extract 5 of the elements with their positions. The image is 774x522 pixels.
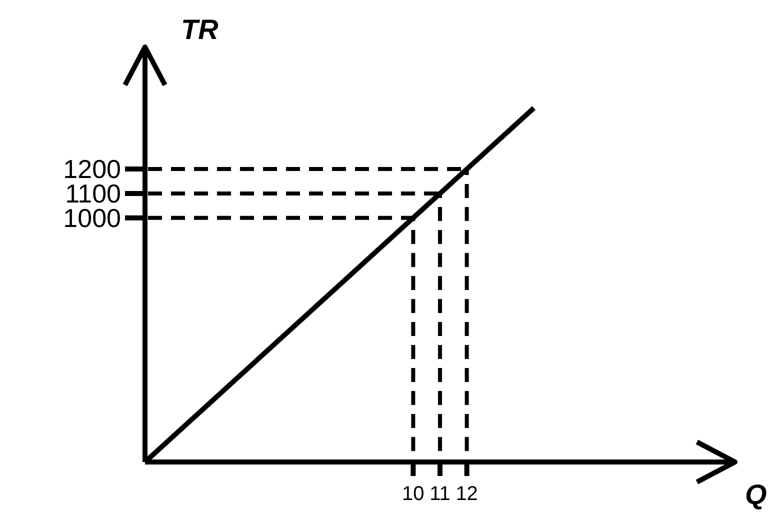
- x-tick-label: 10: [402, 483, 424, 505]
- x-tick-label: 12: [456, 483, 478, 505]
- x-tick-label: 11: [430, 483, 450, 505]
- x-axis-title: Q: [745, 479, 767, 510]
- y-axis-title: TR: [181, 14, 220, 45]
